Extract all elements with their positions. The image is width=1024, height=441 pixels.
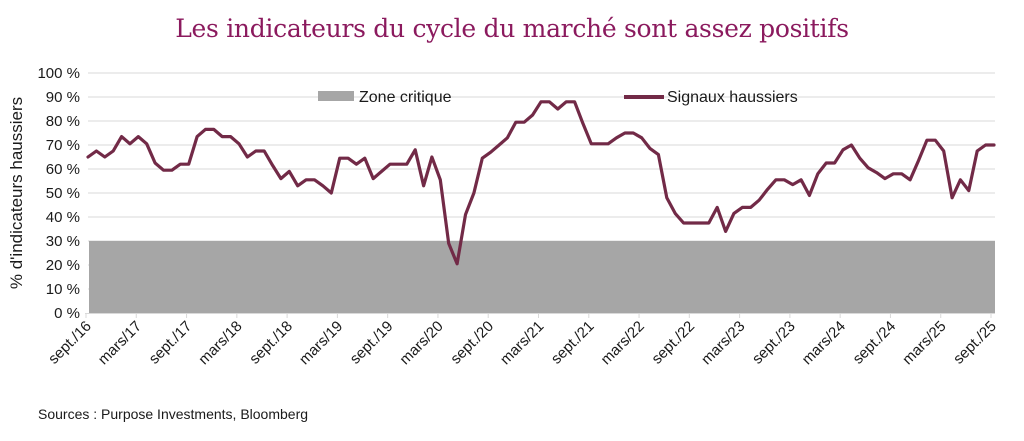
x-tick-label: sept./18 xyxy=(246,318,296,368)
legend-label-signaux-haussiers: Signaux haussiers xyxy=(667,89,798,106)
critical-zone-band xyxy=(89,241,995,313)
y-tick-label: 0 % xyxy=(54,305,80,322)
x-tick-label: sept./21 xyxy=(548,318,598,368)
source-note: Sources : Purpose Investments, Bloomberg xyxy=(38,406,309,422)
y-tick-label: 100 % xyxy=(37,65,80,82)
x-tick-label: sept./23 xyxy=(749,318,799,368)
x-tick-label: mars/24 xyxy=(799,318,849,368)
y-tick-label: 20 % xyxy=(46,257,80,274)
x-tick-label: sept./24 xyxy=(850,318,900,368)
y-tick-label: 70 % xyxy=(46,137,80,154)
x-tick-label: sept./16 xyxy=(45,318,95,368)
x-tick-label: sept./25 xyxy=(950,318,1000,368)
x-tick-label: mars/25 xyxy=(899,318,949,368)
y-tick-label: 10 % xyxy=(46,281,80,298)
y-tick-label: 80 % xyxy=(46,113,80,130)
x-tick-label: sept./17 xyxy=(146,318,196,368)
legend-label-zone-critique: Zone critique xyxy=(359,89,452,106)
x-tick-label: mars/19 xyxy=(296,318,346,368)
x-tick-label: mars/18 xyxy=(195,318,245,368)
y-tick-label: 40 % xyxy=(46,209,80,226)
y-tick-label: 90 % xyxy=(46,89,80,106)
x-axis xyxy=(85,313,995,318)
x-tick-label: mars/20 xyxy=(396,318,446,368)
x-tick-label: mars/23 xyxy=(698,318,748,368)
y-tick-label: 30 % xyxy=(46,233,80,250)
y-axis-title: % d'indicateurs haussiers xyxy=(7,97,26,289)
x-tick-label: sept./22 xyxy=(648,318,698,368)
y-tick-label: 50 % xyxy=(46,185,80,202)
x-tick-labels: sept./16 mars/17 sept./17 mars/18 sept./18 ma… xyxy=(45,318,1000,368)
x-tick-label: sept./20 xyxy=(447,318,497,368)
x-tick-label: sept./19 xyxy=(347,318,397,368)
legend: Zone critique Signaux haussiers xyxy=(318,89,798,106)
x-tick-label: mars/17 xyxy=(95,318,145,368)
x-tick-label: mars/21 xyxy=(497,318,547,368)
chart-title: Les indicateurs du cycle du marché sont … xyxy=(175,14,849,43)
band-zone-critique xyxy=(89,241,995,313)
y-axis: 0 % 10 % 20 % 30 % 40 % 50 % 60 % 70 % 80 % 90 % 1… xyxy=(37,65,80,322)
series-layer xyxy=(86,100,996,266)
series-line-signaux-haussiers xyxy=(86,100,996,266)
x-tick-label: mars/22 xyxy=(598,318,648,368)
legend-swatch-zone-critique xyxy=(318,91,354,101)
y-tick-label: 60 % xyxy=(46,161,80,178)
